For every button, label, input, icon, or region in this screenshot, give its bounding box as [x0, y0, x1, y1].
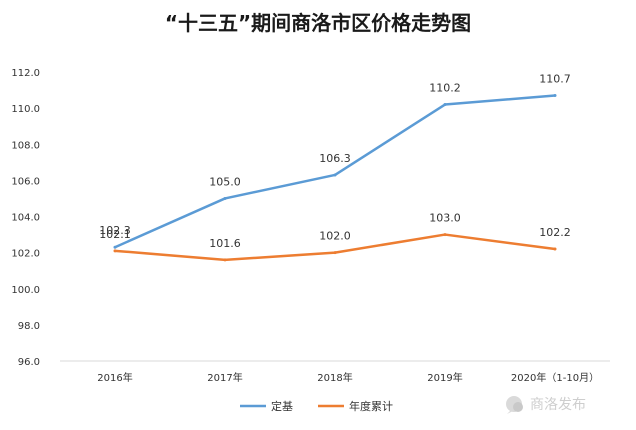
data-point: [553, 247, 557, 251]
y-tick-label: 96.0: [18, 357, 40, 368]
series-group: 102.3 105.0 106.3 110.2 110.7 102.1 101.6 102.0…: [99, 72, 571, 262]
data-point: [443, 103, 447, 107]
data-point: [333, 173, 337, 177]
legend-label: 定基: [271, 399, 293, 413]
x-tick-label: 2020年（1-10月）: [511, 371, 599, 384]
data-label: 110.7: [539, 72, 571, 85]
x-tick-label: 2018年: [317, 371, 352, 384]
data-point: [333, 251, 337, 255]
y-tick-label: 110.0: [11, 104, 40, 115]
data-label: 110.2: [429, 82, 461, 95]
x-tick-label: 2016年: [97, 371, 132, 384]
x-tick-label: 2017年: [207, 371, 242, 384]
y-tick-label: 104.0: [11, 213, 40, 224]
y-tick-label: 102.0: [11, 249, 40, 260]
y-tick-label: 106.0: [11, 176, 40, 187]
y-tick-label: 100.0: [11, 285, 40, 296]
watermark-text: 商洛发布: [530, 397, 586, 413]
data-point: [553, 93, 557, 97]
data-point: [443, 233, 447, 237]
data-point: [223, 258, 227, 262]
series-line-1: [113, 94, 557, 249]
data-label: 102.2: [539, 226, 571, 239]
y-tick-label: 112.0: [11, 68, 40, 79]
x-tick-label: 2019年: [427, 371, 462, 384]
chat-bubble-icon: [506, 396, 523, 414]
data-label: 102.3: [99, 224, 131, 237]
data-point: [113, 245, 117, 249]
legend-label: 年度累计: [349, 399, 393, 413]
y-tick-label: 108.0: [11, 140, 40, 151]
legend: 定基 年度累计: [240, 399, 393, 413]
data-label: 103.0: [429, 212, 461, 225]
axis-group: 112.0 110.0 108.0 106.0 104.0 102.0 100.0 98.0 9…: [11, 68, 610, 384]
data-point: [223, 196, 227, 200]
chart-title: “十三五”期间商洛市区价格走势图: [165, 11, 471, 35]
data-label: 101.6: [209, 237, 241, 250]
watermark: 商洛发布: [506, 396, 586, 414]
y-tick-label: 98.0: [18, 321, 40, 332]
data-label: 102.0: [319, 230, 351, 243]
data-point: [113, 249, 117, 253]
data-label: 106.3: [319, 152, 351, 165]
data-label: 102.1: [99, 228, 131, 241]
data-label: 105.0: [209, 175, 241, 188]
